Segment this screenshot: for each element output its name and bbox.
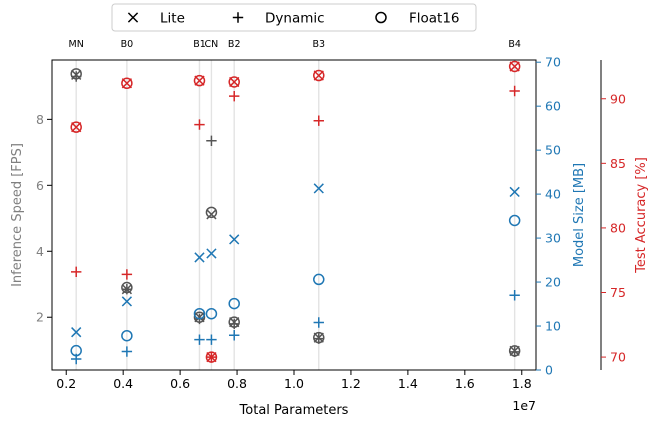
size-float16-point [508, 214, 521, 227]
accuracy-tick-label: 85 [610, 156, 626, 171]
accuracy-dynamic-point [71, 266, 82, 278]
speed-lite-point [206, 209, 217, 220]
accuracy-dynamic-point [313, 115, 324, 126]
accuracy-float16-point [508, 60, 521, 73]
speed-tick-label: 8 [36, 112, 44, 127]
model-label: B4 [508, 39, 521, 50]
x-axis-label: Total Parameters [239, 403, 349, 418]
size-lite-point [71, 327, 82, 338]
accuracy-dynamic-point [509, 85, 520, 97]
x-tick-label: 1.4 [398, 376, 418, 391]
model-label: B0 [121, 39, 134, 50]
size-tick-label: 10 [545, 319, 561, 334]
model-label: B1 [193, 39, 206, 50]
accuracy-tick-label: 90 [610, 91, 626, 106]
accuracy-float16-point [193, 74, 206, 87]
size-dynamic-point [121, 346, 133, 357]
legend-marker-dynamic [232, 12, 244, 23]
x-tick-label: 1.6 [455, 376, 475, 391]
accuracy-float16-point [205, 351, 218, 363]
x-tick-label: 1.0 [284, 376, 304, 391]
accuracy-tick-label: 70 [610, 350, 626, 365]
size-tick-label: 30 [545, 231, 561, 246]
legend-label: Lite [160, 11, 185, 27]
accuracy-dynamic-point [121, 269, 133, 280]
size-dynamic-point [194, 334, 205, 345]
accuracy-axis-label: Test Accuracy [%] [634, 157, 649, 274]
accuracy-tick-label: 80 [610, 220, 626, 235]
size-dynamic-point [313, 317, 324, 328]
x-tick-label: 0.8 [227, 376, 247, 391]
speed-float16-point [508, 345, 521, 357]
accuracy-dynamic-point [229, 90, 240, 102]
legend-box [111, 3, 477, 32]
model-label: B2 [228, 39, 241, 50]
speed-float16-point [193, 311, 206, 323]
legend-label: Float16 [409, 11, 460, 27]
size-float16-point [205, 307, 218, 320]
speed-tick-label: 6 [36, 178, 44, 193]
accuracy-float16-point [121, 77, 133, 89]
legend-marker-float16 [375, 11, 387, 24]
speed-float16-point [228, 316, 240, 328]
accuracy-float16-point [70, 121, 82, 133]
size-lite-point [229, 234, 240, 245]
model-label: B3 [312, 39, 325, 50]
size-tick-label: 60 [545, 99, 561, 114]
x-offset-text: 1e7 [512, 398, 536, 413]
size-dynamic-point [229, 330, 240, 341]
size-float16-point [121, 329, 133, 342]
accuracy-float16-point [313, 69, 325, 82]
accuracy-dynamic-point [206, 351, 217, 363]
legend-label: Dynamic [265, 11, 325, 27]
size-float16-point [313, 273, 325, 286]
speed-dynamic-point [206, 135, 217, 146]
x-tick-label: 1.8 [512, 376, 532, 391]
size-tick-label: 40 [545, 187, 561, 202]
accuracy-float16-point [228, 76, 240, 88]
speed-tick-label: 4 [36, 244, 44, 259]
x-tick-label: 0.2 [56, 376, 76, 391]
x-tick-label: 0.6 [170, 376, 190, 391]
size-lite-point [206, 248, 217, 259]
speed-float16-point [205, 206, 218, 219]
size-tick-label: 0 [545, 363, 553, 378]
plot-frame [51, 59, 537, 371]
legend-marker-lite [127, 12, 139, 23]
speed-float16-point [121, 281, 133, 294]
size-axis-label: Model Size [MB] [572, 163, 587, 267]
size-tick-label: 20 [545, 275, 561, 290]
accuracy-tick-label: 75 [610, 285, 626, 300]
model-label: CN [205, 39, 219, 50]
size-lite-point [121, 296, 133, 307]
size-dynamic-point [509, 290, 520, 301]
speed-axis-label: Inference Speed [FPS] [10, 143, 25, 287]
x-tick-label: 1.2 [341, 376, 361, 391]
size-dynamic-point [206, 334, 217, 345]
speed-tick-label: 2 [36, 310, 44, 325]
size-tick-label: 70 [545, 55, 561, 70]
size-lite-point [313, 183, 324, 194]
model-label: MN [69, 39, 84, 50]
size-lite-point [194, 252, 205, 263]
size-float16-point [228, 297, 240, 310]
size-tick-label: 50 [545, 143, 561, 158]
accuracy-dynamic-point [194, 119, 205, 130]
size-lite-point [509, 186, 520, 198]
x-tick-label: 0.4 [113, 376, 133, 391]
speed-float16-point [70, 68, 82, 80]
size-float16-point [193, 307, 206, 320]
size-float16-point [70, 344, 82, 357]
speed-float16-point [313, 331, 325, 344]
